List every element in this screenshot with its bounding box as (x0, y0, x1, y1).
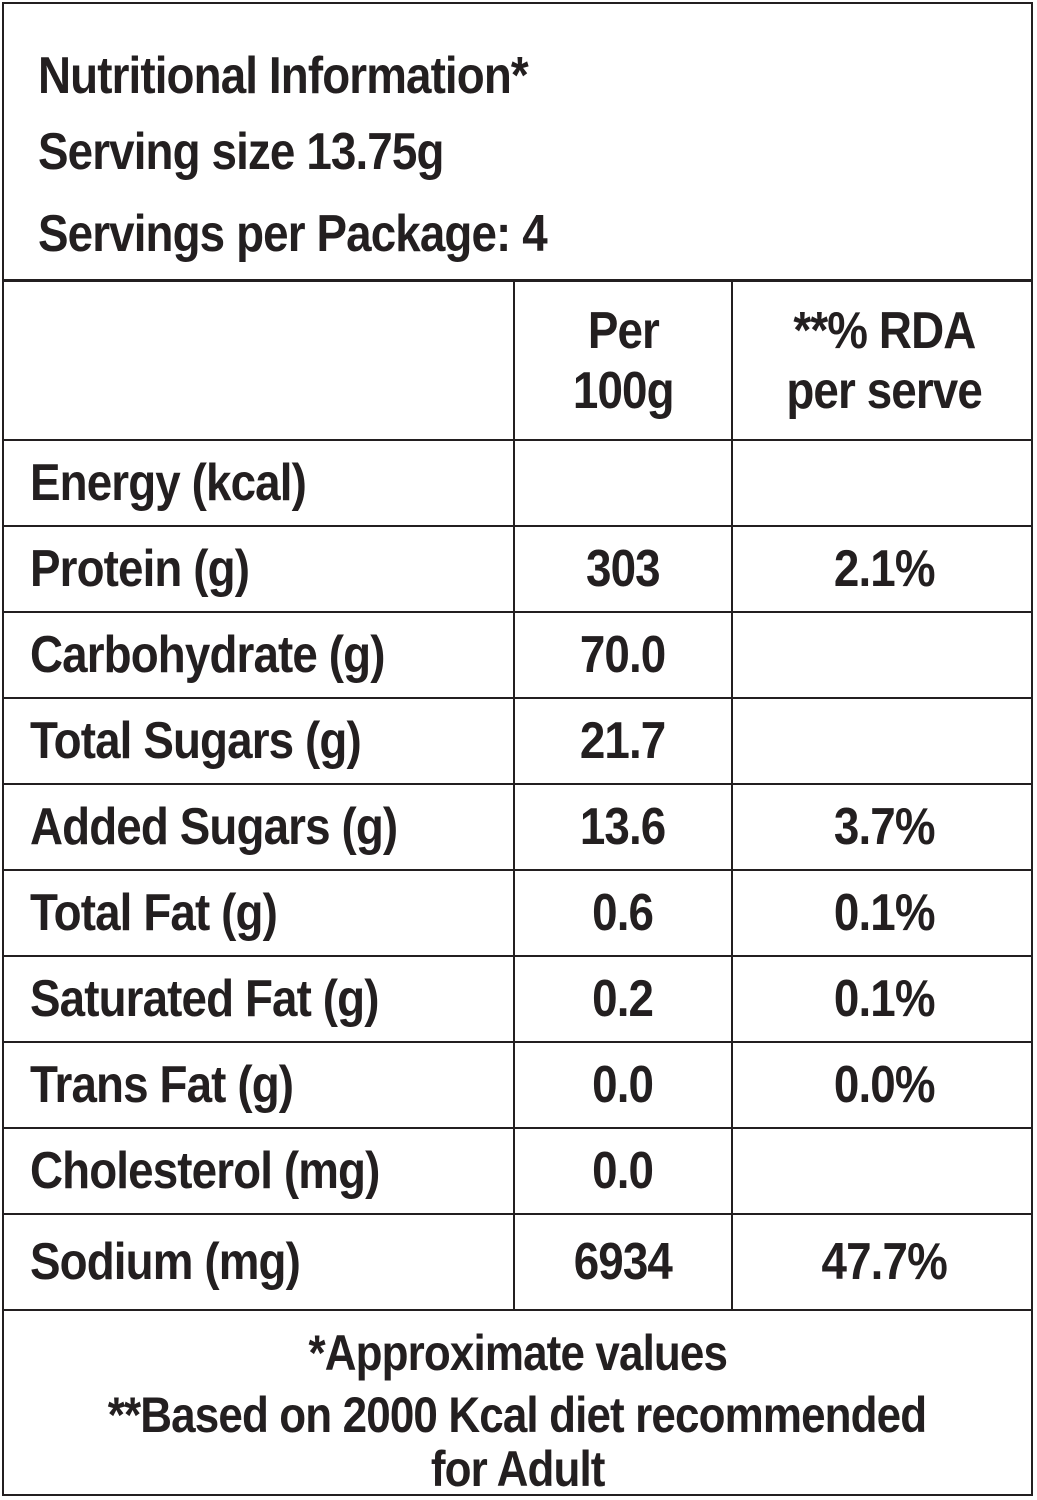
nutrient-name: Energy (kcal) (4, 440, 514, 527)
nutrient-name: Total Sugars (g) (4, 698, 514, 785)
footnote-approximate: *Approximate values (308, 1325, 727, 1381)
rda-value (731, 698, 1031, 785)
table-row: Carbohydrate (g) 70.0 (4, 612, 1031, 699)
per-100g-value: 0.0 (513, 1128, 732, 1215)
nutrient-name: Total Fat (g) (4, 870, 514, 957)
per-100g-value: 0.0 (513, 1042, 732, 1129)
rda-value (731, 440, 1031, 527)
rda-value: 0.1% (731, 870, 1031, 957)
rda-line1: **% RDA (792, 301, 976, 360)
serving-size: Serving size 13.75g (38, 123, 444, 181)
table-row: Saturated Fat (g) 0.2 0.1% (4, 956, 1031, 1043)
table-row: Total Fat (g) 0.6 0.1% (4, 870, 1031, 957)
rda-value: 47.7% (731, 1214, 1031, 1311)
table-row: Trans Fat (g) 0.0 0.0% (4, 1042, 1031, 1129)
table-row: Added Sugars (g) 13.6 3.7% (4, 784, 1031, 871)
label-footer: *Approximate values **Based on 2000 Kcal… (4, 1310, 1031, 1496)
rda-line2: per serve (786, 361, 983, 420)
per-100g-value: 21.7 (513, 698, 732, 785)
footnote-rda-basis: **Based on 2000 Kcal diet recommended (108, 1387, 927, 1443)
table-row: Cholesterol (mg) 0.0 (4, 1128, 1031, 1215)
rda-value (731, 1128, 1031, 1215)
rda-value: 0.0% (731, 1042, 1031, 1129)
table-row: Energy (kcal) (4, 440, 1031, 527)
nutrient-name: Trans Fat (g) (4, 1042, 514, 1129)
per-100g-value: 13.6 (513, 784, 732, 871)
per-100g-value: 0.6 (513, 870, 732, 957)
rda-value: 2.1% (731, 526, 1031, 613)
label-header: Nutritional Information* Serving size 13… (4, 4, 1031, 282)
servings-per-package: Servings per Package: 4 (38, 205, 548, 263)
per-100g-line1: Per (587, 301, 659, 360)
nutrition-table: Per 100g **% RDA per serve Energy (kcal)… (4, 282, 1031, 1311)
per-100g-value: 0.2 (513, 956, 732, 1043)
table-row: Total Sugars (g) 21.7 (4, 698, 1031, 785)
nutrient-column-header (4, 282, 514, 441)
rda-column-header: **% RDA per serve (731, 282, 1031, 441)
nutrient-name: Cholesterol (mg) (4, 1128, 514, 1215)
nutrient-name: Carbohydrate (g) (4, 612, 514, 699)
table-row: Sodium (mg) 6934 47.7% (4, 1214, 1031, 1311)
rda-value: 3.7% (731, 784, 1031, 871)
footnote-adult: for Adult (430, 1441, 606, 1496)
nutrient-name: Sodium (mg) (4, 1214, 514, 1311)
per-100g-value: 303 (513, 526, 732, 613)
rda-value: 0.1% (731, 956, 1031, 1043)
nutrient-name: Added Sugars (g) (4, 784, 514, 871)
nutrient-name: Protein (g) (4, 526, 514, 613)
per-100g-value: 70.0 (513, 612, 732, 699)
table-header-row: Per 100g **% RDA per serve (4, 282, 1031, 441)
table-row: Protein (g) 303 2.1% (4, 526, 1031, 613)
per-100g-line2: 100g (572, 361, 675, 420)
per-100g-value (513, 440, 732, 527)
per-100g-value: 6934 (513, 1214, 732, 1311)
per-100g-column-header: Per 100g (513, 282, 732, 441)
label-title: Nutritional Information* (38, 47, 529, 105)
nutrient-name: Saturated Fat (g) (4, 956, 514, 1043)
rda-value (731, 612, 1031, 699)
